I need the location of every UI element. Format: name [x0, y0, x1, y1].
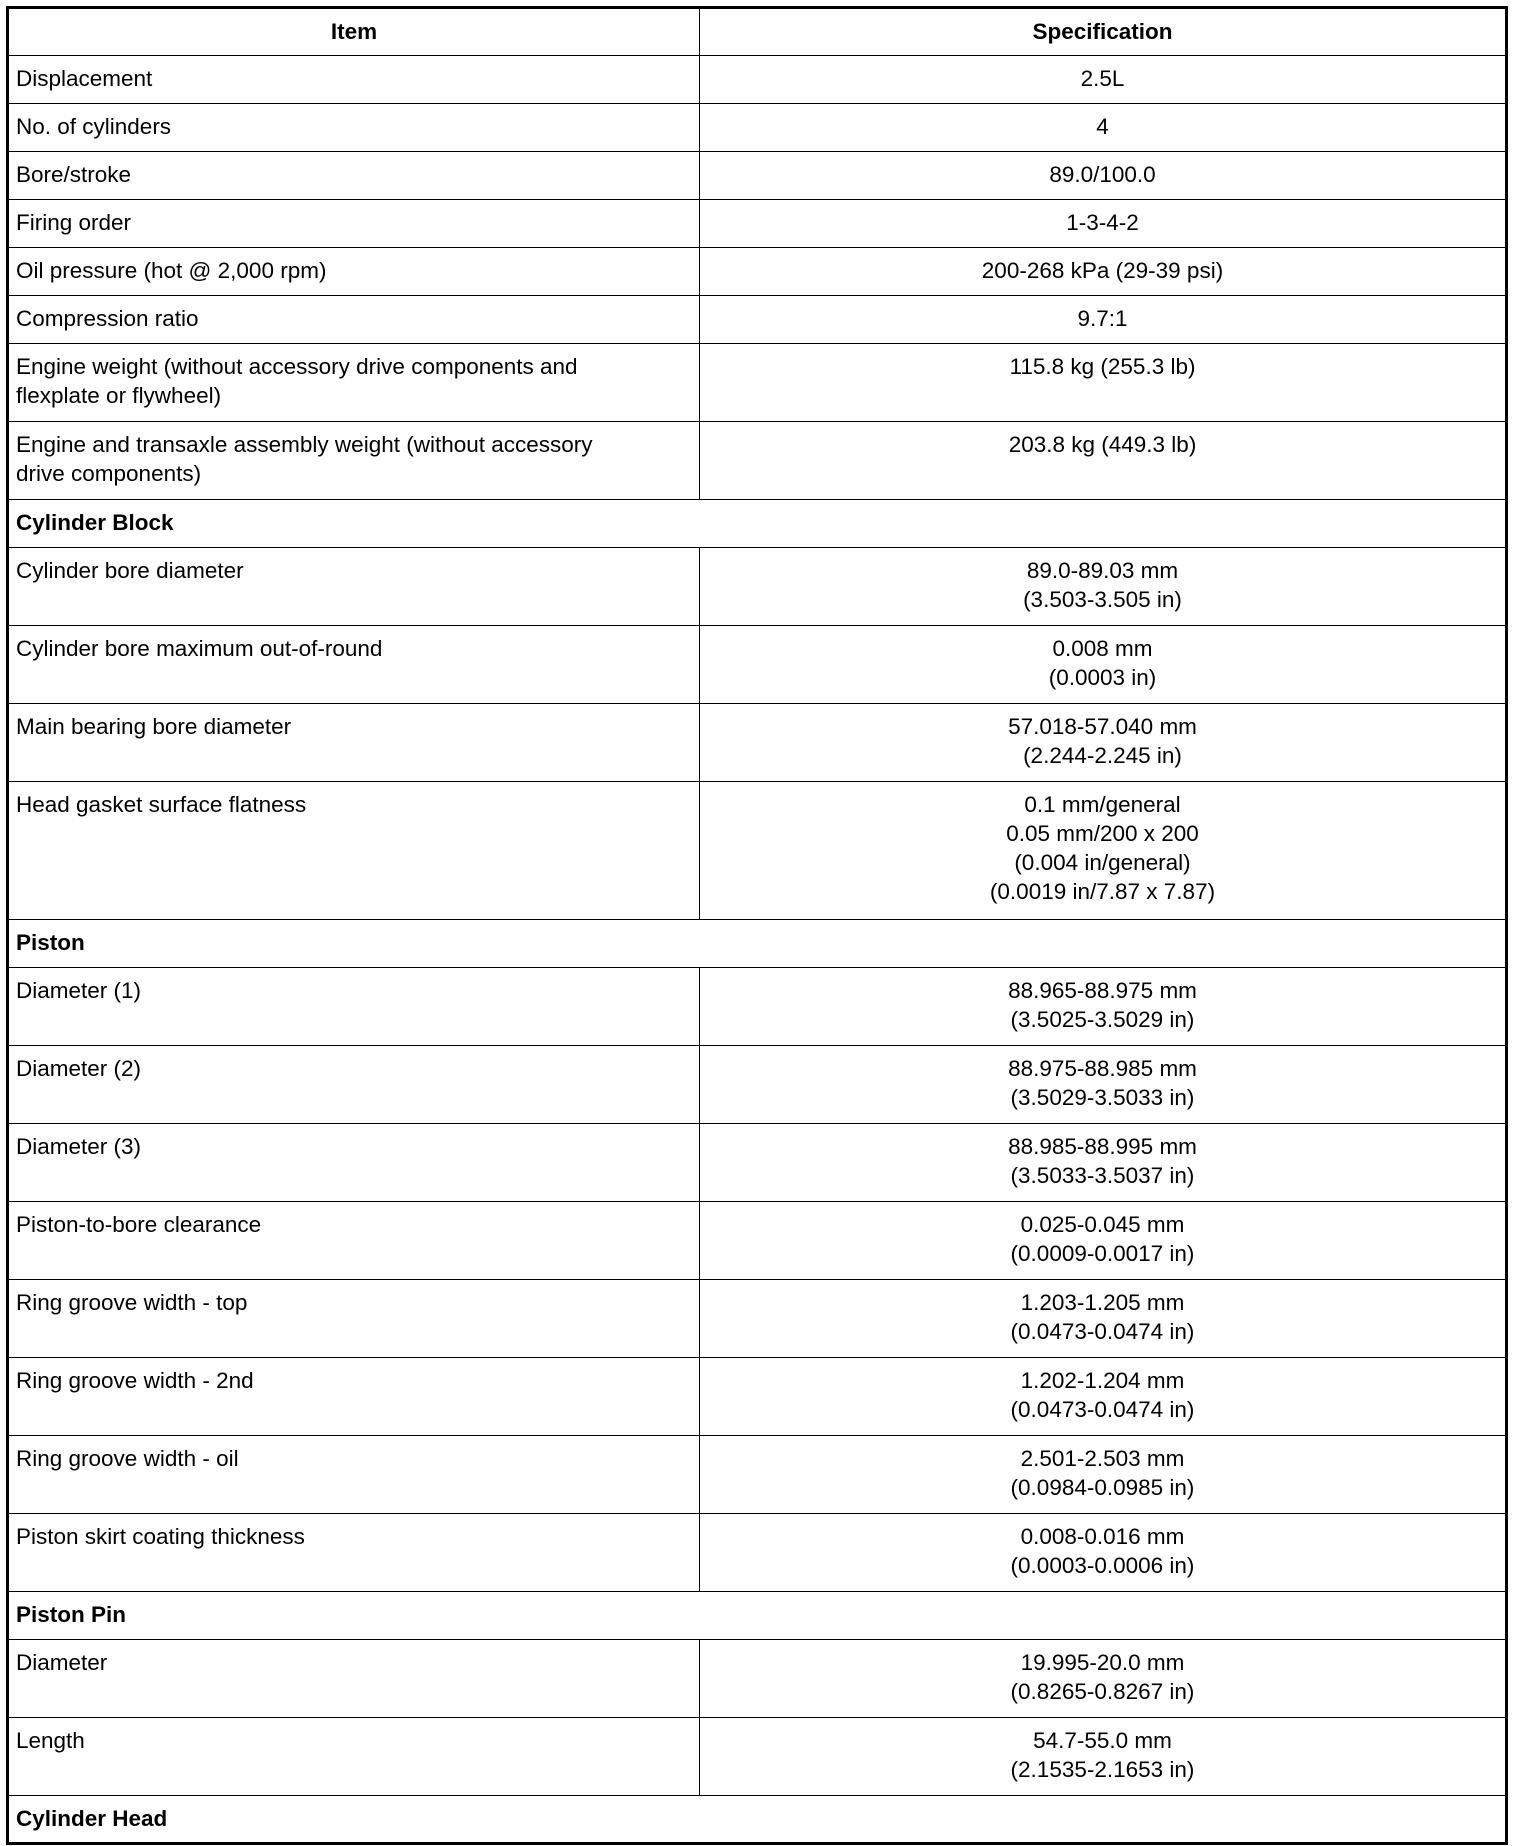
table-row: Main bearing bore diameter 57.018-57.040 … — [7, 703, 1507, 782]
section-title: Piston — [7, 919, 1507, 968]
section-title: Cylinder Head — [7, 1795, 1507, 1844]
spec-cell: 115.8 kg (255.3 lb) — [699, 343, 1507, 422]
item-cell: Ring groove width - oil — [7, 1435, 700, 1514]
spec-cell: 9.7:1 — [699, 295, 1507, 344]
section-title: Cylinder Block — [7, 499, 1507, 548]
table-row: Ring groove width - 2nd 1.202-1.204 mm (0… — [7, 1357, 1507, 1436]
item-cell: Cylinder bore maximum out-of-round — [7, 625, 700, 704]
spec-cell: 2.501-2.503 mm (0.0984-0.0985 in) — [699, 1435, 1507, 1514]
item-cell: Engine and transaxle assembly weight (wi… — [7, 421, 700, 500]
spec-cell: 0.008 mm (0.0003 in) — [699, 625, 1507, 704]
section-row: Cylinder Block — [7, 499, 1507, 548]
table-row: Cylinder bore maximum out-of-round 0.008 … — [7, 625, 1507, 704]
section-row: Cylinder Head — [7, 1795, 1507, 1844]
item-cell: Piston skirt coating thickness — [7, 1513, 700, 1592]
item-cell: Cylinder bore diameter — [7, 547, 700, 626]
item-cell: Ring groove width - 2nd — [7, 1357, 700, 1436]
table-row: Ring groove width - oil 2.501-2.503 mm (0… — [7, 1435, 1507, 1514]
spec-cell: 19.995-20.0 mm (0.8265-0.8267 in) — [699, 1639, 1507, 1718]
table-row: Length 54.7-55.0 mm (2.1535-2.1653 in) — [7, 1717, 1507, 1796]
section-row: Piston — [7, 919, 1507, 968]
spec-cell: 88.965-88.975 mm (3.5025-3.5029 in) — [699, 967, 1507, 1046]
table-row: Ring groove width - top 1.203-1.205 mm (0… — [7, 1279, 1507, 1358]
spec-cell: 0.025-0.045 mm (0.0009-0.0017 in) — [699, 1201, 1507, 1280]
table-row: Diameter (2) 88.975-88.985 mm (3.5029-3.5… — [7, 1045, 1507, 1124]
section-row: Piston Pin — [7, 1591, 1507, 1640]
item-cell: Diameter (2) — [7, 1045, 700, 1124]
item-cell: Diameter (3) — [7, 1123, 700, 1202]
spec-cell: 89.0-89.03 mm (3.503-3.505 in) — [699, 547, 1507, 626]
item-cell: Diameter — [7, 1639, 700, 1718]
item-cell: Piston-to-bore clearance — [7, 1201, 700, 1280]
table-row: Compression ratio 9.7:1 — [7, 295, 1507, 344]
table-row: Piston-to-bore clearance 0.025-0.045 mm (… — [7, 1201, 1507, 1280]
engine-spec-table: Item Specification Displacement 2.5L No. o… — [6, 6, 1508, 1845]
item-cell: Head gasket surface flatness — [7, 781, 700, 920]
item-cell: No. of cylinders — [7, 103, 700, 152]
item-cell: Compression ratio — [7, 295, 700, 344]
spec-cell: 1.202-1.204 mm (0.0473-0.0474 in) — [699, 1357, 1507, 1436]
item-cell: Displacement — [7, 55, 700, 104]
spec-cell: 54.7-55.0 mm (2.1535-2.1653 in) — [699, 1717, 1507, 1796]
item-cell: Oil pressure (hot @ 2,000 rpm) — [7, 247, 700, 296]
item-cell: Firing order — [7, 199, 700, 248]
item-cell: Engine weight (without accessory drive c… — [7, 343, 700, 422]
table-row: Diameter (1) 88.965-88.975 mm (3.5025-3.5… — [7, 967, 1507, 1046]
table-row: Firing order 1-3-4-2 — [7, 199, 1507, 248]
spec-cell: 0.1 mm/general 0.05 mm/200 x 200 (0.004 … — [699, 781, 1507, 920]
spec-cell: 0.008-0.016 mm (0.0003-0.0006 in) — [699, 1513, 1507, 1592]
spec-cell: 1.203-1.205 mm (0.0473-0.0474 in) — [699, 1279, 1507, 1358]
table-row: Engine and transaxle assembly weight (wi… — [7, 421, 1507, 500]
item-cell: Main bearing bore diameter — [7, 703, 700, 782]
item-cell: Length — [7, 1717, 700, 1796]
spec-cell: 4 — [699, 103, 1507, 152]
table-row: Head gasket surface flatness 0.1 mm/gener… — [7, 781, 1507, 920]
item-cell: Bore/stroke — [7, 151, 700, 200]
spec-cell: 57.018-57.040 mm (2.244-2.245 in) — [699, 703, 1507, 782]
table-row: Piston skirt coating thickness 0.008-0.01… — [7, 1513, 1507, 1592]
section-title: Piston Pin — [7, 1591, 1507, 1640]
table-row: Engine weight (without accessory drive c… — [7, 343, 1507, 422]
spec-cell: 1-3-4-2 — [699, 199, 1507, 248]
spec-cell: 200-268 kPa (29-39 psi) — [699, 247, 1507, 296]
item-cell: Diameter (1) — [7, 967, 700, 1046]
spec-cell: 89.0/100.0 — [699, 151, 1507, 200]
column-header-specification: Specification — [699, 7, 1507, 56]
table-row: Bore/stroke 89.0/100.0 — [7, 151, 1507, 200]
table-row: Displacement 2.5L — [7, 55, 1507, 104]
spec-cell: 88.985-88.995 mm (3.5033-3.5037 in) — [699, 1123, 1507, 1202]
column-header-item: Item — [7, 7, 700, 56]
table-row: Oil pressure (hot @ 2,000 rpm) 200-268 kP… — [7, 247, 1507, 296]
spec-cell: 203.8 kg (449.3 lb) — [699, 421, 1507, 500]
spec-cell: 88.975-88.985 mm (3.5029-3.5033 in) — [699, 1045, 1507, 1124]
item-cell: Ring groove width - top — [7, 1279, 700, 1358]
table-header-row: Item Specification — [7, 7, 1507, 56]
table-row: Cylinder bore diameter 89.0-89.03 mm (3.5… — [7, 547, 1507, 626]
table-row: No. of cylinders 4 — [7, 103, 1507, 152]
table-row: Diameter 19.995-20.0 mm (0.8265-0.8267 in… — [7, 1639, 1507, 1718]
table-row: Diameter (3) 88.985-88.995 mm (3.5033-3.5… — [7, 1123, 1507, 1202]
spec-cell: 2.5L — [699, 55, 1507, 104]
